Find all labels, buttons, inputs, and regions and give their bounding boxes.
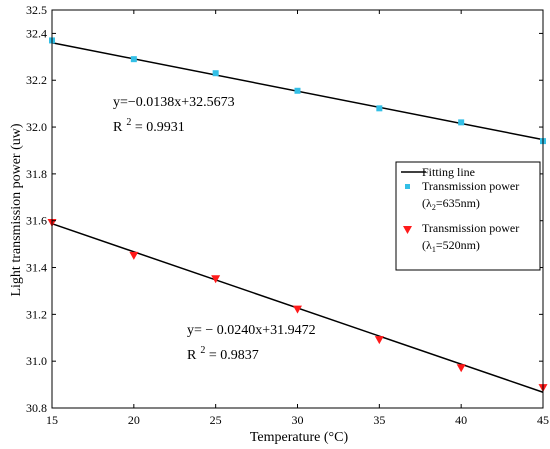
legend-635nm-label-line2: (λ2=635nm) xyxy=(422,196,480,212)
fit-equation-520nm: y= − 0.0240x+31.9472 xyxy=(187,323,316,338)
x-axis-title: Temperature (°C) xyxy=(250,430,349,445)
data-point-triangle xyxy=(374,336,384,345)
x-tick-label: 15 xyxy=(46,413,58,427)
y-tick-label: 30.8 xyxy=(26,401,47,415)
legend-square-marker xyxy=(405,184,410,189)
data-point-square xyxy=(458,119,465,126)
y-tick-label: 32.5 xyxy=(26,3,47,17)
x-tick-label: 25 xyxy=(210,413,222,427)
data-point-triangle xyxy=(456,364,466,373)
fit-equation-635nm: y=−0.0138x+32.5673 xyxy=(113,95,235,110)
x-tick-label: 20 xyxy=(128,413,140,427)
axes: 15 20 25 30 35 40 45 30.8 31.0 31.2 31.4 31.6 31.8 32… xyxy=(26,3,549,427)
y-tick-label: 32.4 xyxy=(26,26,47,40)
x-tick-label: 40 xyxy=(455,413,467,427)
x-tick-label: 45 xyxy=(537,413,549,427)
x-tick-label: 35 xyxy=(373,413,385,427)
legend-635nm-label-line1: Transmission power xyxy=(422,179,519,193)
legend: Fitting line Transmission power (λ2=635n… xyxy=(395,161,541,271)
legend-520nm-label-line2: (λ1=520nm) xyxy=(422,238,480,254)
y-tick-label: 31.6 xyxy=(26,214,47,228)
y-tick-label: 31.0 xyxy=(26,354,47,368)
legend-box xyxy=(395,161,541,271)
y-tick-label: 32.2 xyxy=(26,73,47,87)
legend-triangle-marker xyxy=(403,226,412,234)
data-point-square xyxy=(212,70,219,77)
x-tick-label: 30 xyxy=(292,413,304,427)
y-tick-label: 31.8 xyxy=(26,167,47,181)
legend-fit-label: Fitting line xyxy=(422,165,475,179)
y-tick-label: 31.4 xyxy=(26,261,47,275)
data-point-square xyxy=(376,105,383,112)
y-axis-title: Light transmission power (uw) xyxy=(9,123,24,296)
data-point-square xyxy=(294,87,301,94)
data-point-square xyxy=(130,56,137,63)
y-tick-label: 31.2 xyxy=(26,307,47,321)
data-point-triangle xyxy=(293,305,302,314)
y-tick-label: 32.0 xyxy=(26,120,47,134)
data-point-triangle xyxy=(129,251,139,260)
legend-520nm-label-line1: Transmission power xyxy=(422,221,519,235)
data-point-triangle xyxy=(211,275,221,284)
